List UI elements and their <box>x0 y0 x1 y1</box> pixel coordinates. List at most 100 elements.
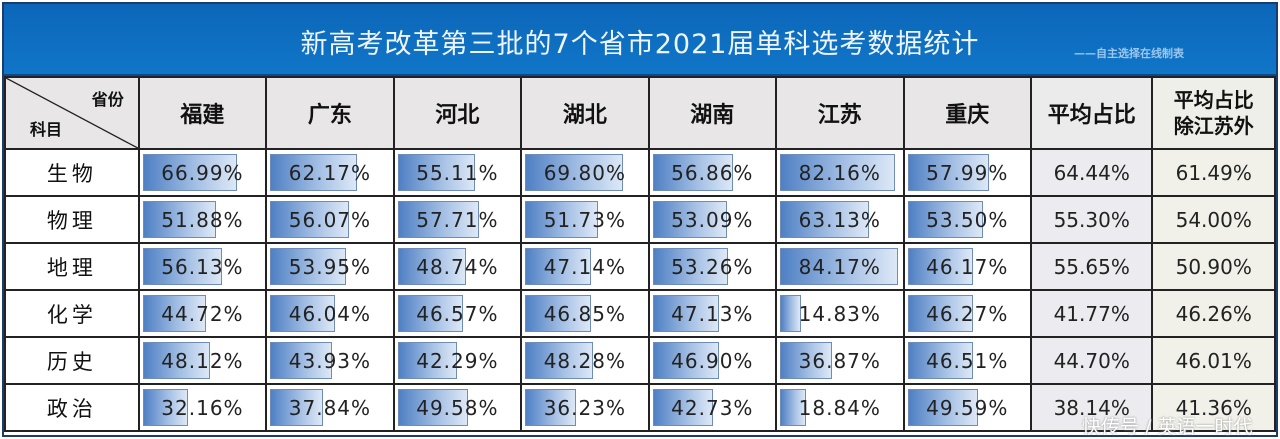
data-bar <box>525 201 599 238</box>
data-bar <box>397 154 475 191</box>
corner-label-subject: 科目 <box>30 120 63 139</box>
value-cell: 84.17% <box>775 242 905 291</box>
header-row: 省份 科目 福建 广东 河北 湖北 湖南 江苏 重庆 平均占比 平均占比 除江苏外 <box>4 76 1276 150</box>
average-cell: 64.44% <box>1029 148 1154 197</box>
average-cell: 41.77% <box>1029 289 1154 338</box>
subtitle: ——自主选择在线制表 <box>1074 47 1184 60</box>
value-text: 57.99% <box>926 160 1009 185</box>
average-excl-cell: 50.90% <box>1151 242 1276 291</box>
value-text: 47.14% <box>543 254 626 279</box>
data-bar <box>652 295 719 332</box>
column-header: 广东 <box>265 76 395 150</box>
value-cell: 66.99% <box>137 148 268 197</box>
data-bar <box>780 248 899 285</box>
value-cell: 48.74% <box>392 242 523 291</box>
value-text: 53.50% <box>926 207 1009 232</box>
value-cell: 46.85% <box>520 289 650 338</box>
data-bar <box>907 342 973 379</box>
value-text: 36.87% <box>798 348 881 373</box>
value-cell: 53.95% <box>265 242 395 291</box>
column-header: 江苏 <box>775 76 905 150</box>
data-bar <box>652 342 719 379</box>
value-text: 46.17% <box>926 254 1009 279</box>
data-bar <box>397 201 479 238</box>
data-bar <box>525 295 592 332</box>
value-cell: 53.26% <box>647 242 778 291</box>
data-bar <box>907 154 989 191</box>
value-cell: 48.28% <box>520 336 650 385</box>
column-header: 重庆 <box>902 76 1032 150</box>
subject-cell: 物理 <box>4 195 140 244</box>
data-bar <box>397 248 466 285</box>
value-cell: 69.80% <box>520 148 650 197</box>
value-cell: 47.14% <box>520 242 650 291</box>
value-cell: 46.27% <box>902 289 1032 338</box>
data-bar <box>142 295 206 332</box>
value-cell: 48.12% <box>137 336 268 385</box>
data-bar <box>780 201 870 238</box>
data-bar <box>270 248 347 285</box>
subject-cell: 地理 <box>4 242 140 291</box>
header-line: 平均占比 <box>1173 88 1254 112</box>
subject-cell: 政治 <box>4 383 140 432</box>
title-bar: 新高考改革第三批的7个省市2021届单科选考数据统计 ——自主选择在线制表 <box>4 4 1276 76</box>
data-bar <box>525 154 624 191</box>
value-text: 46.90% <box>671 348 754 373</box>
data-bar <box>652 201 727 238</box>
value-text: 56.86% <box>671 160 754 185</box>
value-text: 14.83% <box>798 301 881 326</box>
subject-cell: 生物 <box>4 148 140 197</box>
data-table: 省份 科目 福建 广东 河北 湖北 湖南 江苏 重庆 平均占比 平均占比 除江苏外… <box>4 76 1276 432</box>
value-cell: 36.87% <box>775 336 905 385</box>
value-text: 42.29% <box>416 348 499 373</box>
data-bar <box>270 342 333 379</box>
value-text: 46.57% <box>416 301 499 326</box>
value-text: 51.88% <box>161 207 244 232</box>
data-bar <box>270 154 358 191</box>
value-text: 53.95% <box>288 254 372 279</box>
value-cell: 32.16% <box>137 383 268 432</box>
data-bar <box>397 389 468 426</box>
value-cell: 56.86% <box>647 148 778 197</box>
average-cell: 44.70% <box>1029 336 1154 385</box>
data-bar <box>142 201 216 238</box>
data-bar <box>780 295 802 332</box>
average-excl-cell: 46.26% <box>1151 289 1276 338</box>
column-header: 湖南 <box>647 76 778 150</box>
average-cell: 55.65% <box>1029 242 1154 291</box>
column-header-average: 平均占比 <box>1029 76 1154 150</box>
value-text: 36.23% <box>543 395 626 420</box>
average-cell: 55.30% <box>1029 195 1154 244</box>
data-bar <box>652 248 728 285</box>
data-bar <box>142 248 222 285</box>
value-cell: 63.13% <box>775 195 905 244</box>
value-cell: 42.29% <box>392 336 523 385</box>
corner-header: 省份 科目 <box>4 76 140 150</box>
value-cell: 18.84% <box>775 383 905 432</box>
value-cell: 56.07% <box>265 195 395 244</box>
value-text: 47.13% <box>671 301 754 326</box>
value-text: 48.12% <box>161 348 244 373</box>
value-cell: 51.88% <box>137 195 268 244</box>
data-bar <box>142 342 210 379</box>
value-text: 46.04% <box>288 301 372 326</box>
value-cell: 42.73% <box>647 383 778 432</box>
table-row: 政治 32.16% 37.84% 49.58% 36.23% 42.73% 18.84% 49… <box>4 383 1276 432</box>
value-cell: 82.16% <box>775 148 905 197</box>
value-text: 63.13% <box>798 207 881 232</box>
page-title: 新高考改革第三批的7个省市2021届单科选考数据统计 <box>300 29 980 60</box>
corner-label-province: 省份 <box>91 90 124 109</box>
value-cell: 55.11% <box>392 148 523 197</box>
header-line: 除江苏外 <box>1173 114 1254 138</box>
value-text: 53.09% <box>671 207 754 232</box>
column-header-average-excl: 平均占比 除江苏外 <box>1151 76 1276 150</box>
value-text: 55.11% <box>416 160 499 185</box>
value-cell: 49.58% <box>392 383 523 432</box>
data-bar <box>652 389 713 426</box>
value-text: 42.73% <box>671 395 754 420</box>
average-excl-cell: 61.49% <box>1151 148 1276 197</box>
data-bar <box>780 342 833 379</box>
value-text: 37.84% <box>288 395 372 420</box>
data-bar <box>142 154 237 191</box>
